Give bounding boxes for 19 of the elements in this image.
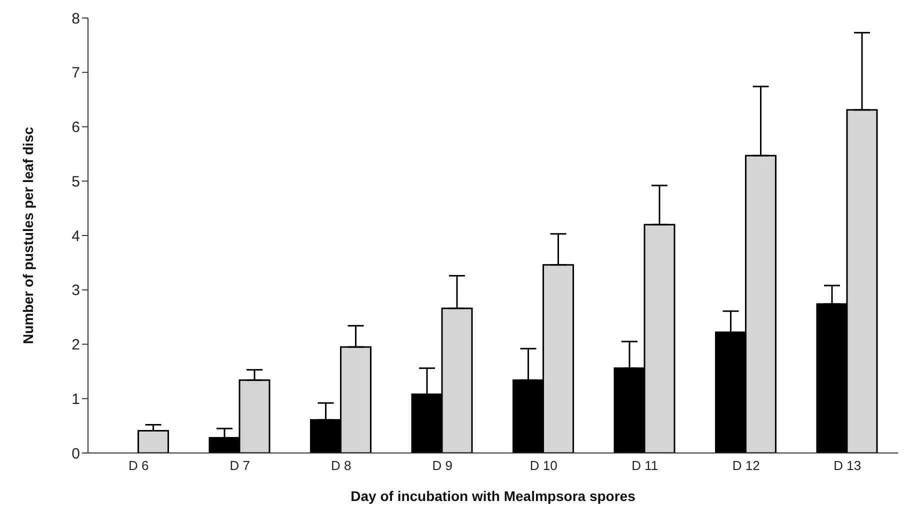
x-tick-label: D 11 xyxy=(632,458,658,474)
y-tick-label: 1 xyxy=(72,390,80,408)
x-tick-label: D 13 xyxy=(834,458,862,474)
x-tick-label: D 8 xyxy=(331,458,352,474)
y-tick-label: 4 xyxy=(72,228,80,245)
x-tick-label: D 7 xyxy=(230,458,250,474)
x-axis-title: Day of incubation with Mealmpsora spores xyxy=(350,488,636,504)
x-tick-label: D 9 xyxy=(432,458,452,474)
y-tick-label: 8 xyxy=(72,10,80,28)
y-tick-label: 3 xyxy=(72,282,80,300)
y-tick-label: 2 xyxy=(72,336,80,354)
y-tick-label: 7 xyxy=(72,64,80,82)
y-tick-label: 6 xyxy=(72,119,80,136)
y-tick-label: 0 xyxy=(72,445,80,462)
x-tick-label: D 12 xyxy=(732,458,760,474)
x-tick-label: D 10 xyxy=(530,458,558,474)
y-tick-label: 5 xyxy=(72,173,80,190)
y-axis-title: Number of pustules per leaf disc xyxy=(20,126,36,344)
x-tick-label: D 6 xyxy=(128,458,149,474)
